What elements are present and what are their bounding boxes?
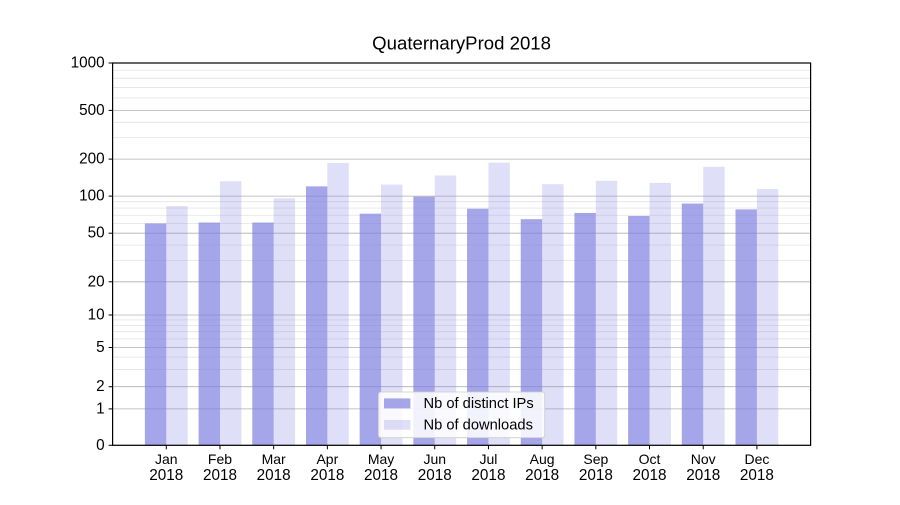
svg-text:100: 100 — [79, 188, 105, 205]
svg-text:Nov: Nov — [691, 451, 716, 467]
svg-text:2018: 2018 — [203, 467, 237, 484]
svg-text:1000: 1000 — [71, 55, 105, 72]
svg-text:5: 5 — [96, 339, 105, 356]
svg-text:2018: 2018 — [525, 467, 559, 484]
svg-text:Jan: Jan — [155, 451, 178, 467]
svg-text:500: 500 — [79, 102, 105, 119]
svg-text:Jul: Jul — [479, 451, 497, 467]
svg-text:Mar: Mar — [262, 451, 286, 467]
svg-text:Feb: Feb — [208, 451, 232, 467]
svg-text:2018: 2018 — [310, 467, 344, 484]
svg-text:Nb of downloads: Nb of downloads — [424, 417, 533, 433]
svg-text:50: 50 — [88, 225, 105, 242]
svg-text:2018: 2018 — [257, 467, 291, 484]
svg-text:10: 10 — [88, 307, 105, 324]
svg-text:Nb of distinct IPs: Nb of distinct IPs — [424, 396, 534, 412]
svg-text:Apr: Apr — [316, 451, 338, 467]
svg-text:Aug: Aug — [530, 451, 555, 467]
svg-text:2018: 2018 — [579, 467, 613, 484]
svg-text:20: 20 — [88, 273, 105, 290]
svg-text:1: 1 — [96, 400, 105, 417]
svg-text:2018: 2018 — [686, 467, 720, 484]
svg-text:Oct: Oct — [639, 451, 661, 467]
svg-text:200: 200 — [79, 151, 105, 168]
svg-text:Sep: Sep — [583, 451, 608, 467]
svg-text:2018: 2018 — [740, 467, 774, 484]
svg-text:Dec: Dec — [744, 451, 769, 467]
svg-text:2018: 2018 — [364, 467, 398, 484]
svg-text:2: 2 — [96, 378, 105, 395]
svg-text:Jun: Jun — [423, 451, 446, 467]
svg-text:May: May — [368, 451, 394, 467]
svg-text:QuaternaryProd 2018: QuaternaryProd 2018 — [372, 33, 551, 54]
svg-text:2018: 2018 — [471, 467, 505, 484]
svg-text:2018: 2018 — [418, 467, 452, 484]
svg-text:2018: 2018 — [149, 467, 183, 484]
svg-text:2018: 2018 — [633, 467, 667, 484]
svg-text:0: 0 — [96, 437, 105, 454]
